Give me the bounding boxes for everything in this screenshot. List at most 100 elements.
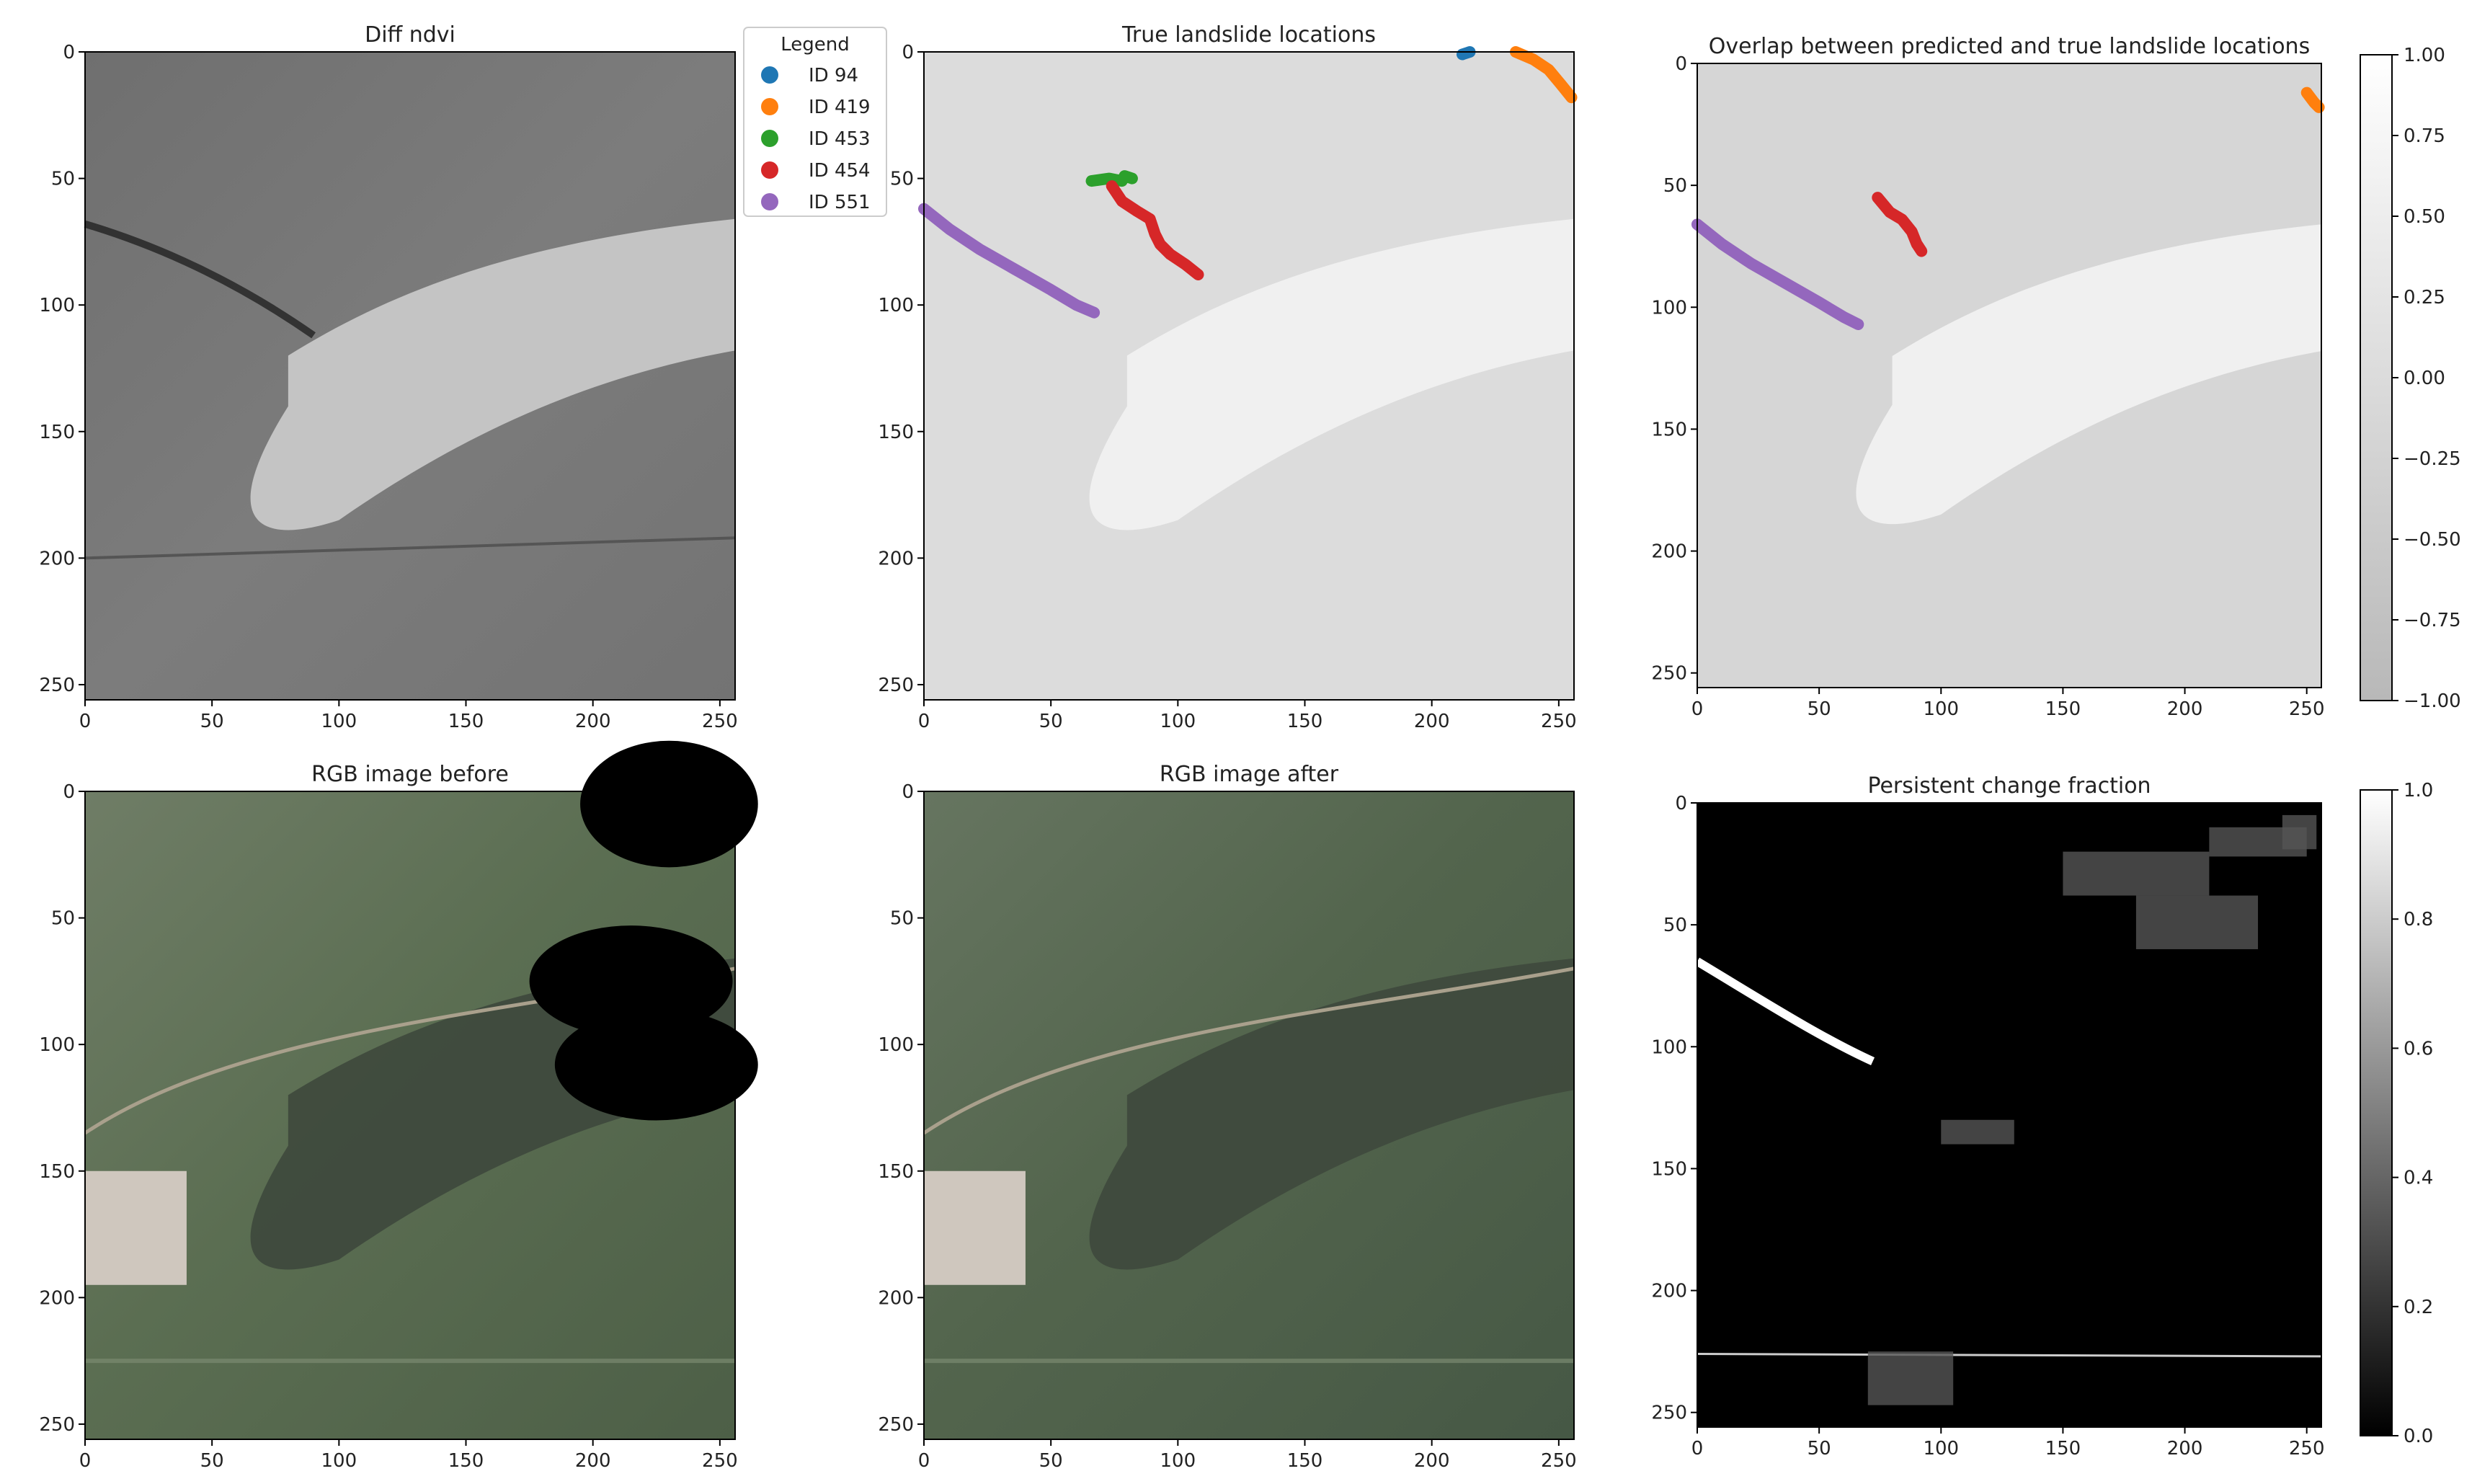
y-tick-label: 150 bbox=[878, 1161, 914, 1183]
y-tick-label: 150 bbox=[1651, 1158, 1687, 1180]
colorbar-tick-label: 0.8 bbox=[2404, 909, 2433, 930]
legend: Legend ID 94 ID 419 ID 453 ID 454 ID 551 bbox=[743, 27, 887, 217]
colorbar-tick-label: 0.6 bbox=[2404, 1038, 2433, 1059]
colorbar-tick-label: 0.50 bbox=[2404, 206, 2445, 228]
colorbar-tick-label: 0.00 bbox=[2404, 368, 2445, 389]
lake-shape bbox=[250, 218, 736, 530]
colorbar-tick-label: 0.2 bbox=[2404, 1297, 2433, 1318]
x-tick-label: 100 bbox=[1923, 698, 1959, 720]
x-tick-label: 250 bbox=[2289, 698, 2325, 720]
x-tick-label: 50 bbox=[1039, 711, 1063, 732]
y-tick-label: 200 bbox=[878, 1287, 914, 1309]
colorbar-tick-label: 0.4 bbox=[2404, 1168, 2433, 1189]
y-tick-label: 200 bbox=[1651, 541, 1687, 563]
x-tick-label: 150 bbox=[448, 711, 484, 732]
colorbar-overlap: 1.00 0.75 0.50 0.25 0.00 −0.25 −0.50 −0.75 −1.00 bbox=[2360, 45, 2461, 712]
change-patch bbox=[2063, 851, 2210, 896]
legend-box bbox=[743, 27, 887, 217]
y-tick-label: 250 bbox=[878, 675, 914, 696]
cloud-mask bbox=[554, 1009, 758, 1121]
x-tick-label: 250 bbox=[702, 711, 738, 732]
legend-label: ID 454 bbox=[809, 160, 871, 182]
colorbar-tick-label: 0.0 bbox=[2404, 1426, 2433, 1447]
y-tick-label: 0 bbox=[1675, 53, 1687, 75]
change-line bbox=[1697, 1353, 2322, 1358]
x-tick-label: 100 bbox=[321, 1450, 357, 1472]
legend-label: ID 94 bbox=[809, 65, 858, 86]
y-tick-label: 150 bbox=[39, 422, 75, 443]
colorbar-gradient bbox=[2360, 789, 2393, 1436]
y-tick-label: 0 bbox=[63, 42, 75, 63]
legend-label: ID 419 bbox=[809, 97, 871, 118]
image-texture bbox=[84, 218, 736, 560]
x-tick-label: 200 bbox=[2167, 1438, 2203, 1459]
x-tick-label: 100 bbox=[1923, 1438, 1959, 1459]
change-patch bbox=[2135, 895, 2259, 949]
colorbar-tick-label: −1.00 bbox=[2404, 690, 2461, 712]
x-tick-label: 200 bbox=[1414, 711, 1450, 732]
colorbar-tick-label: 1.00 bbox=[2404, 45, 2445, 66]
chart-title: RGB image after bbox=[1160, 762, 1339, 787]
x-tick-label: 0 bbox=[1691, 698, 1704, 720]
image-texture bbox=[1089, 218, 1574, 530]
landslide-id-551 bbox=[918, 203, 1101, 319]
y-tick-label: 150 bbox=[1651, 419, 1687, 440]
axes-frame bbox=[923, 51, 1575, 701]
x-tick-label: 50 bbox=[200, 711, 224, 732]
y-tick-label: 250 bbox=[39, 1414, 75, 1436]
axes-frame bbox=[923, 791, 1575, 1440]
lake-shape bbox=[1856, 224, 2321, 525]
legend-marker bbox=[761, 66, 778, 84]
image-texture bbox=[922, 958, 1575, 1364]
x-tick-label: 50 bbox=[1808, 698, 1831, 720]
legend-label: ID 551 bbox=[809, 192, 871, 213]
y-tick-label: 0 bbox=[1675, 793, 1687, 814]
x-tick-label: 200 bbox=[2167, 698, 2203, 720]
x-tick-label: 0 bbox=[918, 711, 930, 732]
x-tick-label: 250 bbox=[1541, 1450, 1577, 1472]
y-tick-label: 0 bbox=[63, 781, 75, 803]
colorbar-tick-label: 1.0 bbox=[2404, 780, 2433, 801]
y-tick-label: 200 bbox=[878, 548, 914, 569]
chart-title: Persistent change fraction bbox=[1867, 773, 2151, 799]
change-streak bbox=[1694, 957, 1875, 1066]
axes-frame bbox=[1697, 63, 2322, 688]
axes-frame bbox=[84, 51, 736, 701]
landslide-id-454 bbox=[1106, 180, 1204, 280]
lake-shape bbox=[1089, 958, 1574, 1270]
y-tick-label: 150 bbox=[39, 1161, 75, 1183]
change-patch bbox=[1867, 1351, 1954, 1405]
legend-marker bbox=[761, 193, 778, 210]
y-tick-label: 250 bbox=[1651, 1403, 1687, 1424]
x-tick-label: 0 bbox=[79, 711, 92, 732]
y-tick-label: 50 bbox=[1663, 915, 1687, 936]
road-line bbox=[922, 967, 1575, 1135]
x-tick-label: 100 bbox=[1160, 711, 1196, 732]
panel-persistent-change-fraction: 0 50 100 150 200 250050100150200250Persistent… bbox=[1651, 773, 2324, 1459]
image-texture bbox=[1694, 814, 2322, 1405]
x-tick-label: 250 bbox=[2289, 1438, 2325, 1459]
road-line bbox=[84, 536, 736, 560]
colorbar-persistent-change: 1.0 0.8 0.6 0.4 0.2 0.0 bbox=[2360, 780, 2433, 1447]
x-tick-label: 200 bbox=[1414, 1450, 1450, 1472]
y-tick-label: 50 bbox=[890, 908, 914, 930]
x-tick-label: 50 bbox=[1039, 1450, 1063, 1472]
x-tick-label: 200 bbox=[575, 1450, 611, 1472]
y-tick-label: 100 bbox=[1651, 1036, 1687, 1058]
x-tick-label: 0 bbox=[918, 1450, 930, 1472]
y-tick-label: 200 bbox=[1651, 1281, 1687, 1302]
landslide-id-551 bbox=[1691, 218, 1864, 330]
y-tick-label: 100 bbox=[39, 1034, 75, 1056]
y-tick-label: 50 bbox=[51, 169, 75, 190]
y-tick-label: 250 bbox=[39, 675, 75, 696]
axes-frame bbox=[1697, 802, 2322, 1428]
x-tick-label: 0 bbox=[79, 1450, 92, 1472]
image-texture bbox=[1856, 224, 2321, 525]
x-tick-label: 250 bbox=[702, 1450, 738, 1472]
y-tick-label: 200 bbox=[39, 1287, 75, 1309]
y-tick-label: 50 bbox=[890, 169, 914, 190]
